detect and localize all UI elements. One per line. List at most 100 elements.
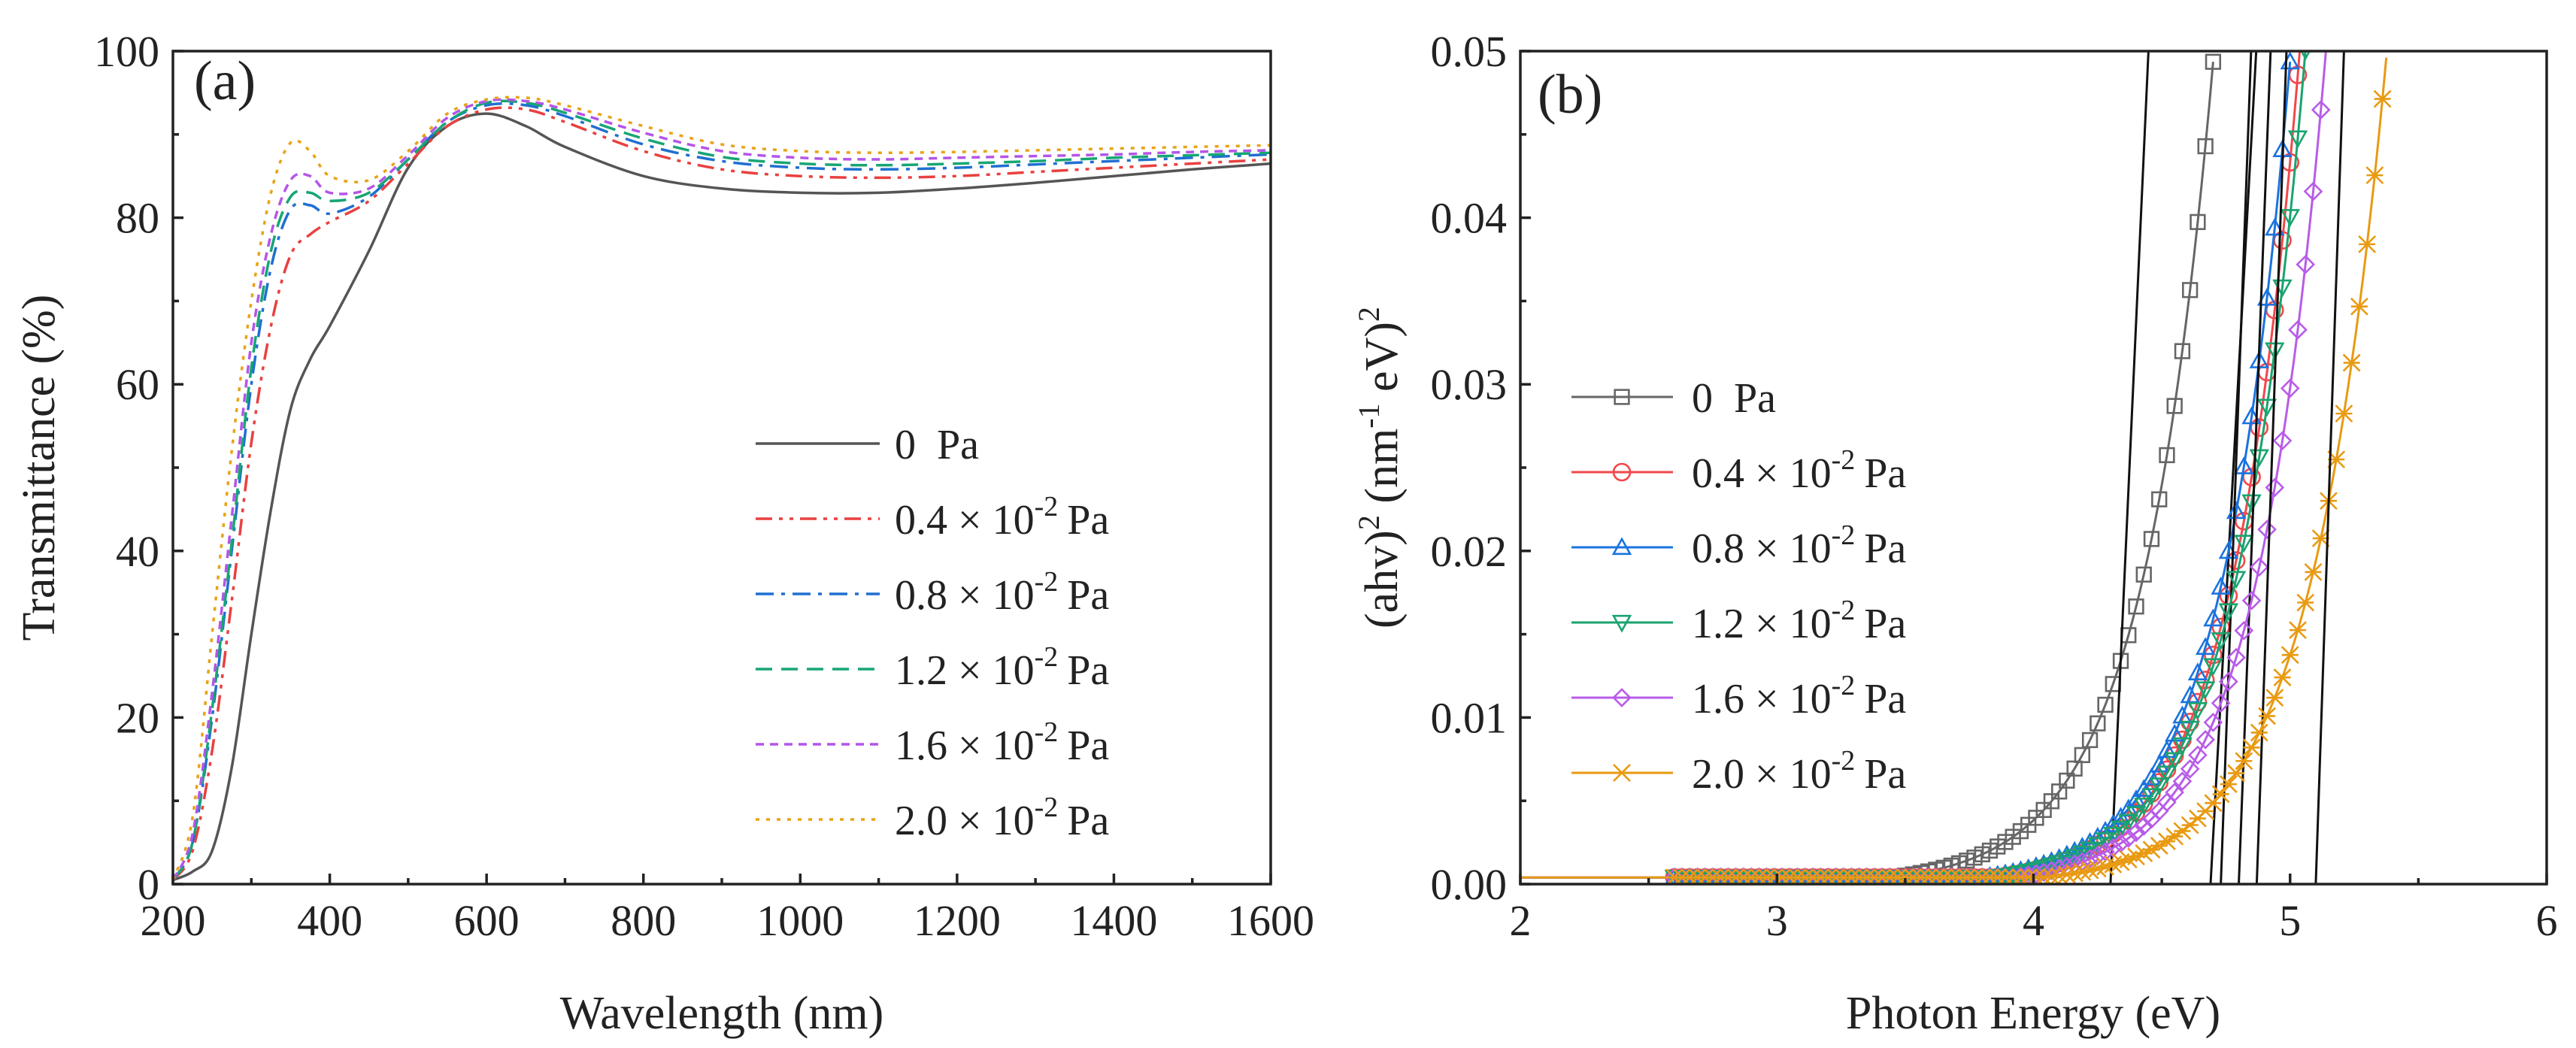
data-point	[2265, 342, 2285, 361]
x-tick-label-a: 1000	[756, 896, 844, 945]
data-point	[2242, 468, 2261, 486]
y-tick-label-b: 0.03	[1431, 360, 1508, 409]
data-point	[1611, 537, 1632, 556]
legend-label-exp: -2	[1832, 745, 1856, 777]
data-point	[2011, 866, 2031, 884]
x-tick-label-a: 800	[611, 896, 676, 945]
legend-label-base: 1.2 × 10	[895, 647, 1035, 694]
plot-frame-b	[1519, 50, 2548, 886]
y-tick-label-b: 0.05	[1431, 27, 1508, 76]
fit-line-b	[2314, 51, 2345, 884]
legend-label-unit: Pa	[1067, 497, 1109, 544]
data-point	[2149, 754, 2169, 773]
data-point	[2234, 620, 2254, 641]
legend-label-exp: -2	[1832, 444, 1856, 476]
legend-label-base: 2.0 × 10	[1692, 751, 1832, 798]
legend-label-base: 0.4 × 10	[1692, 450, 1832, 497]
data-point	[2103, 826, 2123, 845]
data-point	[2211, 632, 2231, 650]
data-point	[2281, 646, 2299, 665]
data-point	[2081, 731, 2099, 749]
data-point	[2187, 662, 2208, 681]
legend-label-unit: Pa	[937, 422, 979, 468]
legend-b: 0 Pa0.4 × 10-2 Pa0.8 × 10-2 Pa1.2 × 10-2 Pa1…	[1571, 375, 1906, 798]
data-point	[2126, 806, 2147, 825]
legend-label-base: 0.8 × 10	[1692, 526, 1832, 572]
data-point	[2235, 752, 2253, 771]
data-point	[2280, 378, 2300, 398]
y-tick-label-a: 40	[116, 527, 159, 576]
legend-label-unit: Pa	[1067, 647, 1109, 694]
data-point	[2182, 282, 2199, 298]
data-point	[2241, 494, 2262, 513]
legend-label-unit: Pa	[1067, 798, 1109, 844]
data-point	[2190, 214, 2206, 230]
data-point	[2219, 775, 2238, 793]
series-line-a-4	[173, 98, 1271, 881]
x-tick-label-a: 600	[454, 896, 520, 945]
legend-label-exp: -2	[1035, 566, 1059, 598]
data-point	[2087, 837, 2108, 856]
y-tick-label-b: 0.02	[1431, 527, 1508, 576]
legend-label-a: 0.8 × 10-2 Pa	[895, 566, 1109, 619]
data-point	[2090, 715, 2106, 731]
legend-label-a: 0 Pa	[895, 422, 979, 468]
data-point	[2174, 343, 2191, 359]
data-point	[2126, 822, 2146, 843]
data-point	[2258, 707, 2276, 725]
legend-label-unit: Pa	[1864, 676, 1906, 722]
legend-a: 0 Pa0.4 × 10-2 Pa0.8 × 10-2 Pa1.2 × 10-2 Pa1…	[756, 422, 1109, 844]
legend-label-exp: -2	[1832, 519, 1856, 551]
y-tick-label-b: 0.04	[1431, 194, 1508, 243]
data-point	[2172, 771, 2193, 792]
legend-label-unit: Pa	[1864, 751, 1906, 798]
data-point	[2141, 767, 2162, 786]
data-point	[2242, 738, 2261, 757]
data-point	[2135, 566, 2152, 583]
transmittance-curves	[173, 95, 1271, 882]
legend-label-b: 1.6 × 10-2 Pa	[1692, 670, 1906, 722]
data-point	[2226, 501, 2247, 519]
data-point	[2203, 608, 2223, 627]
data-point	[2156, 765, 2177, 784]
data-point	[2218, 603, 2239, 622]
data-point	[1612, 688, 1632, 707]
data-point	[2195, 637, 2216, 656]
fit-line-b	[2238, 51, 2272, 884]
data-point	[2250, 723, 2268, 742]
y-label-exp-3: 2	[1352, 307, 1386, 322]
data-point	[2219, 671, 2238, 692]
data-point	[2265, 217, 2285, 236]
data-point	[2128, 598, 2144, 615]
x-axis-label-b: Photon Energy (eV)	[1846, 988, 2220, 1039]
data-point	[2342, 353, 2361, 372]
y-axis-label-a: Transmittance (%)	[14, 295, 65, 641]
data-point	[2151, 491, 2168, 507]
legend-label-base: 1.2 × 10	[1692, 601, 1832, 647]
legend-label-b: 0.8 × 10-2 Pa	[1692, 519, 1906, 572]
y-tick-label-a: 20	[116, 693, 159, 742]
data-point	[2265, 689, 2284, 707]
data-point	[2335, 404, 2353, 423]
data-point	[2180, 685, 2200, 704]
fit-line-b	[2209, 51, 2258, 884]
legend-label-exp: -2	[1035, 641, 1059, 673]
data-point	[2211, 693, 2231, 713]
x-tick-label-a: 200	[141, 896, 206, 945]
legend-label-exp: -2	[1035, 792, 1059, 823]
data-point	[2097, 696, 2114, 713]
x-tick-label-a: 400	[297, 896, 362, 945]
data-point	[2188, 745, 2208, 765]
x-tick-label-a: 1600	[1227, 896, 1314, 945]
data-point	[2211, 577, 2231, 595]
data-point	[2197, 138, 2214, 155]
data-point	[2303, 181, 2323, 201]
data-point	[2080, 849, 2100, 869]
data-point	[2234, 456, 2254, 474]
axis-ticks-a: 200 400 600 800 1000 1200 1400 1600 0 20 40 60 80 100	[94, 27, 1314, 945]
data-point	[2350, 297, 2368, 316]
data-point	[2187, 702, 2208, 720]
y-tick-label-a: 60	[116, 360, 159, 409]
legend-label-a: 1.6 × 10-2 Pa	[895, 716, 1109, 769]
